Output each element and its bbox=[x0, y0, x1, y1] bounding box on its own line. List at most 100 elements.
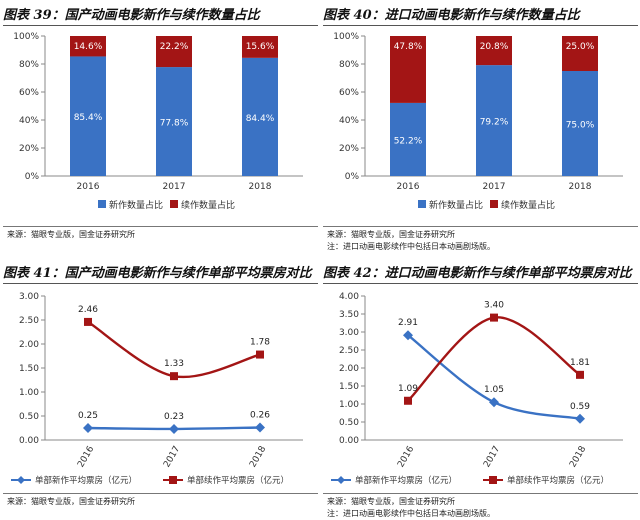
marker-new bbox=[255, 422, 265, 433]
bar-new bbox=[156, 67, 192, 176]
bar-sequel bbox=[390, 36, 426, 103]
data-label: 14.6% bbox=[74, 42, 103, 52]
legend-label: 单部新作平均票房（亿元） bbox=[355, 475, 457, 486]
chart-42-svg: 0.00 0.50 1.00 1.50 2.00 2.50 3.00 3.50 4.00 2016… bbox=[331, 292, 623, 486]
data-label: 1.78 bbox=[250, 338, 270, 348]
source-line: 来源：猫眼专业版，国金证券研究所 bbox=[7, 230, 135, 239]
panel-chart-39: 图表 39：国产动画电影新作与续作数量占比 0% 20% 40% 60% 80% 100%… bbox=[3, 0, 318, 239]
y-tick-label: 1.00 bbox=[19, 388, 39, 398]
y-tick-label: 2.50 bbox=[339, 346, 359, 356]
data-label: 3.40 bbox=[484, 301, 504, 311]
note-line: 注：进口动画电影续作中包括日本动画剧场版。 bbox=[327, 242, 495, 251]
legend-label: 续作数量占比 bbox=[181, 199, 235, 211]
y-tick-label: 20% bbox=[19, 144, 39, 154]
data-label: 84.4% bbox=[246, 114, 275, 124]
y-tick-label: 1.50 bbox=[19, 364, 39, 374]
y-tick-label: 3.00 bbox=[339, 328, 359, 338]
x-tick-label: 2017 bbox=[483, 182, 506, 192]
data-label: 20.8% bbox=[480, 42, 509, 52]
y-tick-label: 0.00 bbox=[339, 436, 359, 446]
bar-new bbox=[390, 102, 426, 176]
x-tick-label: 2017 bbox=[482, 445, 502, 470]
source-divider bbox=[3, 493, 318, 494]
source-note: 来源：猫眼专业版，国金证券研究所 注：进口动画电影续作中包括日本动画剧场版。 bbox=[327, 496, 495, 520]
panel-title-bar: 图表 40：进口动画电影新作与续作数量占比 bbox=[323, 0, 638, 26]
chart-title: 图表 41：国产动画电影新作与续作单部平均票房对比 bbox=[3, 266, 312, 281]
legend-swatch-new bbox=[98, 200, 106, 208]
legend-marker-new bbox=[337, 476, 345, 484]
marker-new bbox=[83, 423, 93, 433]
y-tick-label: 40% bbox=[339, 116, 359, 126]
marker-sequel bbox=[576, 370, 584, 379]
y-tick-label: 100% bbox=[333, 32, 359, 42]
legend-label: 续作数量占比 bbox=[501, 199, 555, 211]
bar-new bbox=[562, 71, 598, 176]
x-tick-label: 2018 bbox=[248, 444, 268, 469]
source-line: 来源：猫眼专业版，国金证券研究所 bbox=[327, 230, 455, 239]
data-label: 1.05 bbox=[484, 385, 504, 395]
bar-new bbox=[70, 56, 106, 176]
y-tick-label: 0.50 bbox=[339, 418, 359, 428]
bar-new bbox=[242, 57, 278, 177]
data-label: 0.25 bbox=[78, 411, 98, 421]
legend-swatch-sequel bbox=[490, 200, 498, 208]
panel-chart-40: 图表 40：进口动画电影新作与续作数量占比 0% 20% 40% 60% 80% 100%… bbox=[323, 0, 638, 251]
source-divider bbox=[323, 226, 638, 227]
y-tick-label: 80% bbox=[339, 60, 359, 70]
panel-chart-41: 图表 41：国产动画电影新作与续作单部平均票房对比 0.00 0.50 1.00 1.… bbox=[3, 258, 318, 506]
data-label: 77.8% bbox=[160, 119, 189, 129]
y-tick-label: 0.50 bbox=[19, 412, 39, 422]
y-tick-label: 60% bbox=[19, 88, 39, 98]
bar-sequel bbox=[562, 36, 598, 71]
data-label: 75.0% bbox=[566, 121, 595, 131]
y-tick-label: 2.50 bbox=[19, 316, 39, 326]
x-tick-label: 2017 bbox=[163, 182, 186, 192]
data-label: 22.2% bbox=[160, 42, 189, 52]
chart-39-svg: 0% 20% 40% 60% 80% 100% 85.4% 14.6% 2016 77.8% 22.… bbox=[13, 32, 303, 211]
source-note: 来源：猫眼专业版，国金证券研究所 bbox=[7, 496, 135, 508]
x-tick-label: 2016 bbox=[76, 444, 96, 469]
chart-41-svg: 0.00 0.50 1.00 1.50 2.00 2.50 3.00 2016 2017 2018… bbox=[11, 292, 303, 486]
y-tick-label: 4.00 bbox=[339, 292, 359, 302]
marker-new bbox=[403, 330, 413, 341]
x-tick-label: 2016 bbox=[396, 444, 416, 469]
bar-sequel bbox=[476, 36, 512, 66]
source-line: 来源：猫眼专业版，国金证券研究所 bbox=[327, 497, 455, 506]
marker-new bbox=[575, 413, 585, 424]
panel-chart-42: 图表 42：进口动画电影新作与续作单部平均票房对比 0.00 0.50 1.00 1.… bbox=[323, 258, 638, 518]
bar-sequel bbox=[156, 36, 192, 68]
marker-sequel bbox=[490, 313, 498, 322]
marker-sequel bbox=[84, 317, 92, 326]
data-label: 0.26 bbox=[250, 411, 270, 421]
data-label: 47.8% bbox=[394, 42, 423, 52]
chart-title: 图表 40：进口动画电影新作与续作数量占比 bbox=[323, 8, 580, 23]
data-label: 2.46 bbox=[78, 305, 98, 315]
x-tick-label: 2018 bbox=[568, 444, 588, 469]
data-label: 0.59 bbox=[570, 402, 590, 412]
data-label: 0.23 bbox=[164, 412, 184, 422]
y-tick-label: 2.00 bbox=[339, 364, 359, 374]
y-tick-label: 60% bbox=[339, 88, 359, 98]
data-label: 2.91 bbox=[398, 318, 418, 328]
x-tick-label: 2016 bbox=[77, 182, 100, 192]
chart-40-svg: 0% 20% 40% 60% 80% 100% 52.2% 47.8% 2016 79.2% 20.… bbox=[333, 32, 623, 211]
legend-swatch-sequel bbox=[170, 200, 178, 208]
bar-sequel bbox=[242, 36, 278, 58]
data-label: 1.33 bbox=[164, 359, 184, 369]
marker-new bbox=[169, 423, 179, 434]
legend-marker-sequel bbox=[169, 476, 177, 484]
legend-label: 单部新作平均票房（亿元） bbox=[35, 475, 137, 486]
y-tick-label: 0.00 bbox=[19, 436, 39, 446]
data-label: 52.2% bbox=[394, 136, 423, 146]
x-tick-label: 2018 bbox=[569, 182, 592, 192]
data-label: 1.81 bbox=[570, 358, 590, 368]
source-divider bbox=[323, 493, 638, 494]
x-tick-label: 2016 bbox=[397, 182, 420, 192]
chart-title: 图表 39：国产动画电影新作与续作数量占比 bbox=[3, 8, 260, 23]
bar-new bbox=[476, 65, 512, 176]
legend-marker-sequel bbox=[489, 476, 497, 484]
y-tick-label: 1.00 bbox=[339, 400, 359, 410]
legend-label: 单部续作平均票房（亿元） bbox=[507, 475, 609, 486]
data-label: 85.4% bbox=[74, 113, 103, 123]
y-tick-label: 3.50 bbox=[339, 310, 359, 320]
